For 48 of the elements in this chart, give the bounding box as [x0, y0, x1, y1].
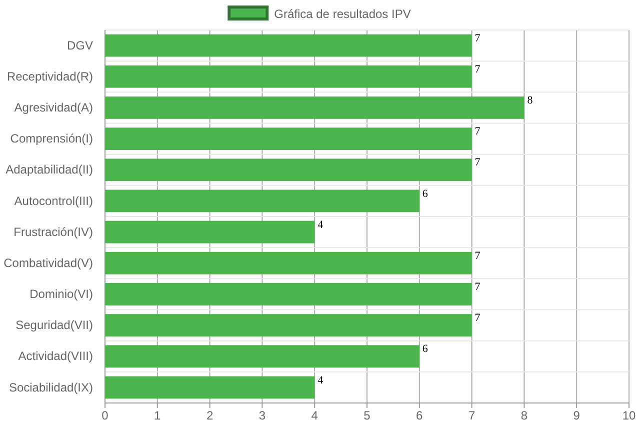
- x-tick-label: 7: [468, 408, 476, 423]
- y-tick-label: Seguridad(VII): [16, 318, 93, 332]
- x-tick-label: 4: [311, 408, 318, 423]
- x-tick-label: 8: [520, 408, 528, 423]
- x-tick-label: 1: [154, 408, 162, 423]
- y-tick-label: Frustración(IV): [14, 224, 93, 239]
- bar: [105, 283, 472, 306]
- data-label: 7: [474, 156, 481, 169]
- y-tick-label: Combatividad(V): [4, 256, 93, 270]
- y-tick-label: Dominio(VI): [30, 287, 93, 302]
- data-label: 8: [527, 94, 534, 107]
- bar: [105, 96, 524, 119]
- x-tick-label: 0: [102, 408, 109, 423]
- bar: [105, 158, 472, 182]
- x-tick-label: 10: [622, 408, 636, 423]
- y-tick-label: Agresividad(A): [14, 100, 93, 115]
- bar: [105, 34, 472, 57]
- y-tick-label: Autocontrol(III): [14, 194, 93, 208]
- data-label: 4: [318, 374, 324, 386]
- y-tick-label: Actividad(VIII): [18, 349, 93, 364]
- bar: [105, 65, 472, 88]
- data-label: 4: [318, 218, 324, 231]
- data-label: 7: [474, 312, 481, 324]
- y-tick-label: Comprensión(I): [10, 132, 93, 146]
- data-label: 7: [474, 32, 481, 44]
- bar: [105, 190, 420, 212]
- bar: [105, 252, 472, 274]
- y-tick-label: Receptividad(R): [6, 69, 93, 84]
- data-label: 7: [474, 63, 481, 76]
- x-tick-label: 6: [416, 408, 424, 423]
- bar: [105, 220, 315, 244]
- x-tick-label: 5: [364, 408, 371, 423]
- data-label: 6: [422, 343, 428, 356]
- legend-label: Gráfica de resultados IPV: [274, 7, 411, 21]
- y-tick-label: Adaptabilidad(II): [6, 162, 93, 177]
- y-tick-label: DGV: [66, 38, 93, 52]
- bar: [105, 128, 472, 150]
- data-label: 7: [474, 126, 481, 138]
- data-label: 6: [422, 188, 428, 200]
- x-tick-label: 2: [206, 408, 214, 423]
- x-tick-label: 9: [573, 408, 580, 423]
- y-tick-label: Sociabilidad(IX): [8, 380, 93, 394]
- bar: [105, 345, 420, 368]
- data-label: 7: [474, 281, 481, 294]
- bar: [105, 314, 472, 336]
- x-tick-label: 3: [258, 408, 266, 423]
- data-label: 7: [474, 250, 481, 262]
- bar: [105, 376, 315, 399]
